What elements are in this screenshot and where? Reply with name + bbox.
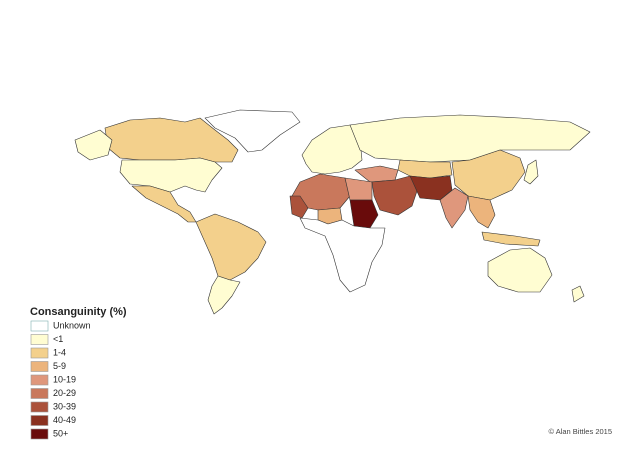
region	[481, 231, 541, 247]
region	[204, 109, 301, 153]
region	[119, 157, 223, 193]
legend-swatch	[30, 401, 49, 413]
legend-label: 1-4	[53, 347, 66, 357]
region	[451, 149, 526, 201]
legend-swatch	[30, 320, 49, 332]
legend-swatch	[30, 361, 49, 372]
region	[354, 165, 399, 183]
region	[371, 175, 419, 216]
region	[523, 159, 539, 185]
region	[487, 247, 553, 293]
legend-swatch	[30, 347, 49, 359]
region	[301, 124, 363, 175]
region	[195, 213, 267, 281]
region	[289, 195, 309, 219]
legend: Unknown <1 1-4 5-9 10-19 20-29 30-39 40-49 50+	[30, 320, 91, 440]
world-map	[74, 109, 591, 315]
region	[397, 159, 453, 179]
legend-label: 50+	[53, 428, 68, 438]
region	[349, 114, 591, 163]
region	[207, 275, 241, 315]
legend-label: 10-19	[53, 374, 76, 384]
region	[299, 217, 386, 293]
region	[409, 175, 453, 201]
region	[467, 195, 496, 229]
legend-label: 5-9	[53, 361, 66, 371]
legend-label: 20-29	[53, 388, 76, 398]
credit: © Alan Bittles 2015	[549, 427, 612, 436]
region	[104, 117, 239, 163]
legend-swatch	[30, 415, 49, 426]
legend-label: 40-49	[53, 415, 76, 425]
legend-label: Unknown	[53, 320, 91, 330]
legend-swatch	[30, 428, 49, 440]
legend-swatch	[30, 334, 49, 345]
legend-swatch	[30, 374, 49, 386]
legend-label: 30-39	[53, 401, 76, 411]
legend-label: <1	[53, 334, 63, 344]
region	[349, 199, 379, 229]
legend-swatch	[30, 388, 49, 399]
legend-title: Consanguinity (%)	[30, 306, 127, 318]
region	[571, 285, 585, 303]
region	[344, 177, 373, 201]
region	[131, 185, 197, 223]
region	[74, 129, 113, 161]
region	[439, 187, 469, 229]
